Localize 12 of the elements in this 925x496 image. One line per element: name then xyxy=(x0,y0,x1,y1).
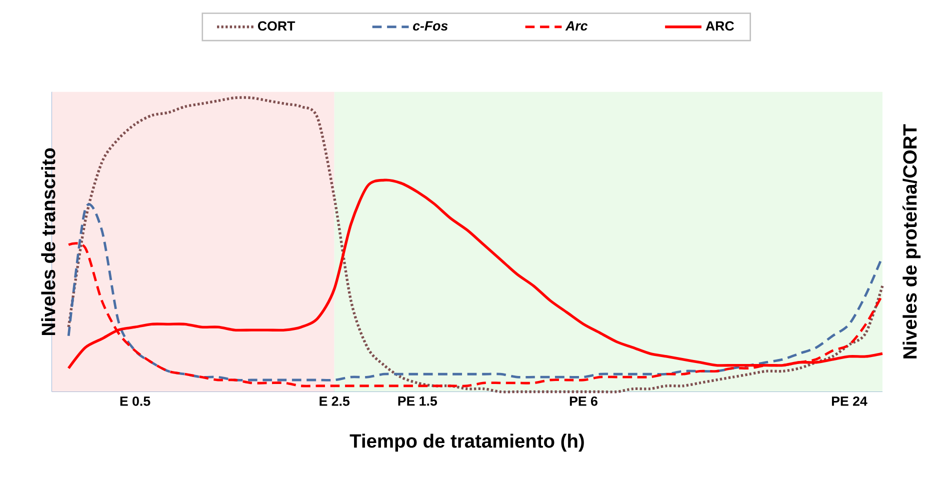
x-axis-title: Tiempo de tratamiento (h) xyxy=(350,434,584,452)
y2-axis-title: Niveles de proteína/CORT xyxy=(902,124,921,359)
legend-label: ARC xyxy=(706,21,734,31)
legend-label: c-Fos xyxy=(413,21,448,31)
legend-label: Arc xyxy=(565,21,588,31)
x-tick-label: PE 24 xyxy=(832,396,868,406)
y-axis-title: Niveles de transcrito xyxy=(41,148,56,336)
x-tick-label: E 0.5 xyxy=(120,396,150,406)
x-tick-label: E 2.5 xyxy=(320,396,350,406)
x-tick-label: PE 6 xyxy=(570,396,598,406)
legend-label: CORT xyxy=(258,21,296,31)
x-tick-label: PE 1.5 xyxy=(398,396,438,406)
